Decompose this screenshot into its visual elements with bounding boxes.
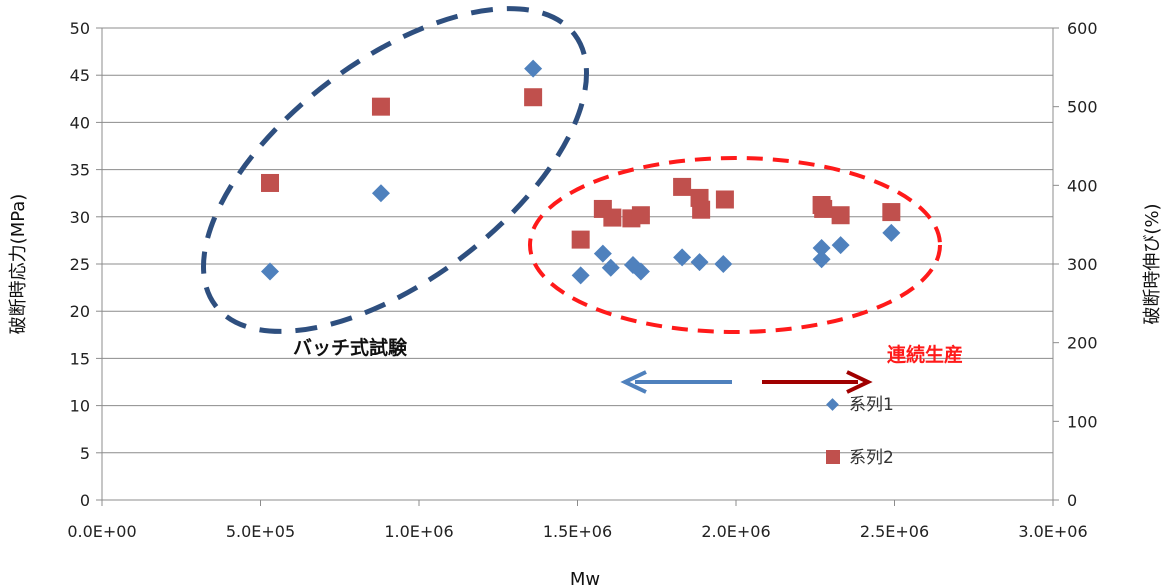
series-1-point	[673, 248, 692, 267]
series-1-point	[371, 184, 390, 203]
y-left-tick-label: 20	[70, 302, 90, 321]
series-1-point	[882, 223, 901, 242]
x-tick-label: 0.0E+00	[67, 522, 136, 541]
y-left-axis-title: 破断時応力(MPa)	[8, 194, 29, 335]
series-2-point	[371, 97, 390, 116]
series-2-point	[673, 177, 692, 196]
series-2-point	[603, 208, 622, 227]
series-1-point	[831, 236, 850, 255]
y-left-tick-label: 25	[70, 255, 90, 274]
series-1-point	[261, 262, 280, 281]
y-right-tick-label: 600	[1067, 19, 1098, 38]
y-right-tick-label: 0	[1067, 491, 1077, 510]
series-1-point	[631, 262, 650, 281]
gridlines	[102, 27, 1053, 454]
series-1-point	[690, 253, 709, 272]
x-tick-label: 2.5E+06	[860, 522, 929, 541]
y-right-tick-label: 400	[1067, 176, 1098, 195]
batch-group-ellipse	[201, 6, 589, 334]
continuous-group-ellipse	[528, 156, 942, 334]
y-right-axis-title: 破断時伸び(%)	[1142, 203, 1163, 324]
legend-label-series-1: 系列1	[849, 395, 894, 415]
annotation-overlay: バッチ式試験 連続生産	[201, 6, 963, 394]
series-1-point	[812, 238, 831, 257]
y-left-tick-label: 15	[70, 349, 90, 368]
series-2-point	[831, 206, 850, 225]
tick-labels: 0510152025303540455001002003004005006000…	[67, 19, 1097, 541]
x-tick-label: 1.5E+06	[543, 522, 612, 541]
series-1-point	[593, 244, 612, 263]
series-1-point	[714, 255, 733, 273]
x-tick-label: 1.0E+06	[384, 522, 453, 541]
y-left-tick-label: 5	[80, 444, 90, 463]
series-2-point	[524, 88, 543, 107]
legend-marker-series-1	[826, 398, 839, 411]
legend-marker-series-2	[826, 450, 840, 464]
x-tick-label: 2.0E+06	[701, 522, 770, 541]
legend: 系列1 系列2	[826, 395, 894, 468]
batch-label: バッチ式試験	[293, 336, 408, 359]
x-tick-label: 5.0E+05	[226, 522, 295, 541]
series-2-point	[692, 200, 711, 219]
series-2-point	[571, 230, 590, 249]
y-right-tick-label: 500	[1067, 98, 1098, 117]
legend-label-series-2: 系列2	[849, 448, 894, 468]
y-left-tick-label: 30	[70, 208, 90, 227]
series-2-point	[715, 190, 734, 209]
y-right-tick-label: 300	[1067, 255, 1098, 274]
y-left-tick-label: 0	[80, 491, 90, 510]
x-tick-label: 3.0E+06	[1018, 522, 1087, 541]
x-axis-title: Mw	[570, 569, 600, 586]
y-left-tick-label: 10	[70, 397, 90, 416]
series-2-point	[261, 173, 280, 192]
series-2-point	[631, 206, 650, 225]
series-1-point	[812, 250, 831, 269]
y-right-tick-label: 100	[1067, 412, 1098, 431]
data-marks	[261, 59, 901, 285]
series-2-point	[882, 203, 901, 222]
series-2-point	[814, 199, 833, 218]
axes	[96, 27, 1059, 506]
continuous-label: 連続生産	[887, 343, 963, 366]
arrow-right-icon	[762, 370, 873, 394]
series-1-point	[524, 59, 543, 78]
y-right-tick-label: 200	[1067, 334, 1098, 353]
series-1-point	[571, 266, 590, 285]
y-left-tick-label: 35	[70, 161, 90, 180]
y-left-tick-label: 40	[70, 113, 90, 132]
y-left-tick-label: 45	[70, 66, 90, 85]
arrow-left-icon	[620, 370, 732, 394]
series-1-point	[601, 258, 620, 277]
y-left-tick-label: 50	[70, 19, 90, 38]
